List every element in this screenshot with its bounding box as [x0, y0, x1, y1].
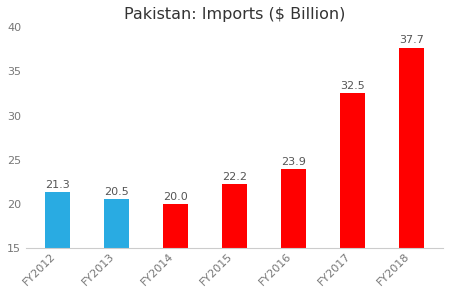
- Text: 22.2: 22.2: [222, 172, 247, 182]
- Bar: [399, 48, 424, 248]
- Bar: [163, 204, 188, 248]
- Text: 20.5: 20.5: [104, 187, 129, 197]
- Text: 23.9: 23.9: [281, 157, 306, 167]
- Text: 21.3: 21.3: [45, 180, 70, 190]
- Text: 20.0: 20.0: [163, 192, 188, 202]
- Title: Pakistan: Imports ($ Billion): Pakistan: Imports ($ Billion): [124, 7, 345, 22]
- Bar: [222, 184, 247, 248]
- Bar: [45, 192, 70, 248]
- Bar: [340, 93, 365, 248]
- Bar: [104, 199, 129, 248]
- Text: 32.5: 32.5: [340, 81, 365, 91]
- Text: 37.7: 37.7: [399, 35, 424, 45]
- Bar: [281, 169, 306, 248]
